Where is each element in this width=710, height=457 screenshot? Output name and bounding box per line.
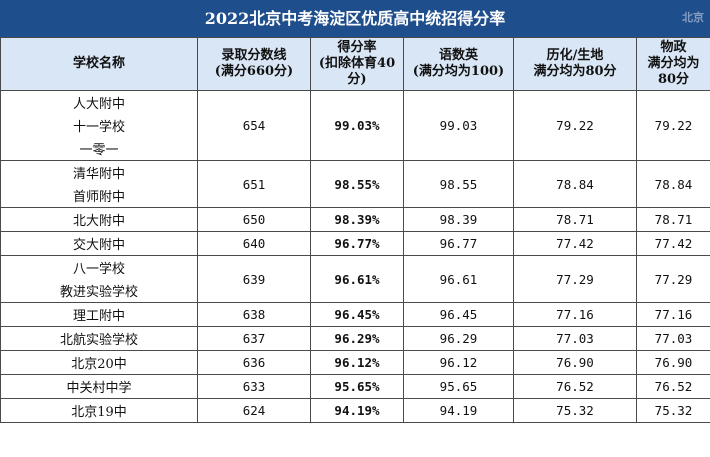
school-name: 中关村中学 [0,374,198,399]
school-name: 一零一 [0,137,198,161]
table-row: 理工附中 638 96.45% 96.45 77.16 77.16 [0,302,710,327]
hist-chem-score: 75.32 [513,398,637,423]
header-score: 录取分数线 (满分660分) [197,37,311,91]
school-name: 北京20中 [0,350,198,375]
school-name: 理工附中 [0,302,198,327]
admission-score: 639 [197,255,311,303]
header-rate: 得分率 (扣除体育40 分) [310,37,404,91]
school-name: 八一学校 [0,255,198,279]
chn-math-eng-score: 98.55 [403,160,514,208]
table-row: 交大附中 640 96.77% 96.77 77.42 77.42 [0,231,710,256]
score-rate: 96.61% [310,255,404,303]
school-name: 北大附中 [0,207,198,232]
phys-pol-score: 77.16 [636,302,710,327]
admission-score: 640 [197,231,311,256]
chn-math-eng-score: 96.12 [403,350,514,375]
phys-pol-score: 79.22 [636,90,710,161]
score-rate: 96.29% [310,326,404,351]
phys-pol-score: 78.84 [636,160,710,208]
admission-score: 633 [197,374,311,399]
table-row: 人大附中 654 99.03% 99.03 79.22 79.22 [0,90,710,161]
school-name: 北航实验学校 [0,326,198,351]
chn-math-eng-score: 96.77 [403,231,514,256]
score-rate: 95.65% [310,374,404,399]
table-row: 十一学校 [0,114,710,137]
table-row: 北京19中 624 94.19% 94.19 75.32 75.32 [0,398,710,423]
score-rate: 98.55% [310,160,404,208]
hist-chem-score: 76.52 [513,374,637,399]
logo-watermark: 北京 [682,11,704,24]
hist-chem-score: 79.22 [513,90,637,161]
hist-chem-score: 76.90 [513,350,637,375]
hist-chem-score: 78.84 [513,160,637,208]
page-title: 2022北京中考海淀区优质高中统招得分率 [0,0,710,37]
table-row: 北京20中 636 96.12% 96.12 76.90 76.90 [0,350,710,375]
school-name: 首师附中 [0,184,198,208]
score-rate: 96.77% [310,231,404,256]
header-hist-chem: 历化/生地 满分均为80分 [513,37,637,91]
chn-math-eng-score: 96.45 [403,302,514,327]
admission-score: 651 [197,160,311,208]
score-rate: 94.19% [310,398,404,423]
chn-math-eng-score: 96.61 [403,255,514,303]
score-rate: 96.45% [310,302,404,327]
admission-score: 654 [197,90,311,161]
admission-score: 637 [197,326,311,351]
phys-pol-score: 76.90 [636,350,710,375]
table-body: 人大附中 654 99.03% 99.03 79.22 79.22 十一学校 一零一 清华附中 6… [0,90,710,423]
school-name: 人大附中 [0,90,198,114]
chn-math-eng-score: 95.65 [403,374,514,399]
chn-math-eng-score: 94.19 [403,398,514,423]
school-name: 教进实验学校 [0,279,198,303]
school-name: 北京19中 [0,398,198,423]
admission-score: 650 [197,207,311,232]
score-table: 学校名称 录取分数线 (满分660分) 得分率 (扣除体育40 分) 语数英 (满分均为… [0,37,710,423]
phys-pol-score: 77.42 [636,231,710,256]
school-name: 十一学校 [0,114,198,137]
hist-chem-score: 78.71 [513,207,637,232]
table-row: 八一学校 639 96.61% 96.61 77.29 77.29 [0,255,710,303]
table-header-row: 学校名称 录取分数线 (满分660分) 得分率 (扣除体育40 分) 语数英 (满分均为… [0,37,710,91]
chn-math-eng-score: 99.03 [403,90,514,161]
phys-pol-score: 77.03 [636,326,710,351]
hist-chem-score: 77.16 [513,302,637,327]
phys-pol-score: 76.52 [636,374,710,399]
header-phys-pol: 物政 满分均为 80分 [636,37,710,91]
phys-pol-score: 75.32 [636,398,710,423]
score-rate: 96.12% [310,350,404,375]
admission-score: 636 [197,350,311,375]
hist-chem-score: 77.29 [513,255,637,303]
header-school: 学校名称 [0,37,198,91]
hist-chem-score: 77.42 [513,231,637,256]
table-row: 北大附中 650 98.39% 98.39 78.71 78.71 [0,207,710,232]
phys-pol-score: 78.71 [636,207,710,232]
phys-pol-score: 77.29 [636,255,710,303]
school-name: 清华附中 [0,160,198,184]
score-rate: 98.39% [310,207,404,232]
chn-math-eng-score: 98.39 [403,207,514,232]
header-chn-math-eng: 语数英 (满分均为100) [403,37,514,91]
score-rate: 99.03% [310,90,404,161]
table-row: 北航实验学校 637 96.29% 96.29 77.03 77.03 [0,326,710,351]
chn-math-eng-score: 96.29 [403,326,514,351]
admission-score: 624 [197,398,311,423]
hist-chem-score: 77.03 [513,326,637,351]
admission-score: 638 [197,302,311,327]
table-row: 清华附中 651 98.55% 98.55 78.84 78.84 [0,160,710,208]
school-name: 交大附中 [0,231,198,256]
table-row: 中关村中学 633 95.65% 95.65 76.52 76.52 [0,374,710,399]
